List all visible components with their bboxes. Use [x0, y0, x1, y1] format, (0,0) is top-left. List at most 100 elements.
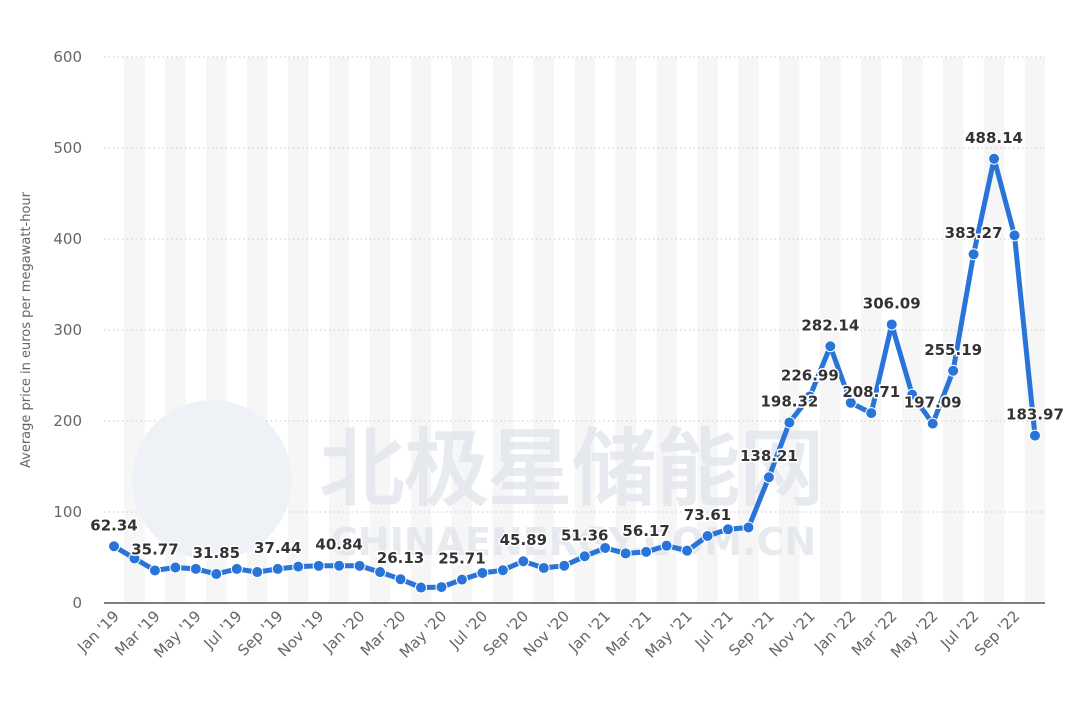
- data-point[interactable]: [210, 568, 223, 581]
- y-tick-label: 400: [53, 230, 82, 248]
- data-point[interactable]: [885, 318, 898, 331]
- data-point[interactable]: [108, 540, 120, 553]
- data-label: 62.34: [90, 516, 137, 534]
- background-band: [1024, 57, 1046, 603]
- series-line: [111, 156, 1038, 590]
- background-band: [820, 57, 841, 603]
- data-point[interactable]: [169, 561, 182, 574]
- data-label: 138.21: [740, 447, 798, 465]
- background-band: [369, 57, 391, 603]
- data-label: 183.97: [1006, 406, 1064, 424]
- data-point[interactable]: [455, 573, 468, 586]
- data-point[interactable]: [312, 559, 325, 572]
- data-point[interactable]: [374, 566, 387, 579]
- data-point[interactable]: [435, 581, 448, 594]
- y-tick-label: 100: [53, 503, 82, 521]
- data-label: 255.19: [924, 341, 982, 359]
- data-label: 488.14: [965, 129, 1023, 147]
- data-point[interactable]: [967, 248, 980, 261]
- data-point[interactable]: [947, 364, 960, 377]
- data-point[interactable]: [599, 541, 612, 554]
- data-label: 306.09: [863, 294, 921, 312]
- data-point[interactable]: [476, 566, 489, 579]
- data-point[interactable]: [803, 390, 816, 403]
- data-point[interactable]: [660, 539, 673, 552]
- data-point[interactable]: [1008, 229, 1021, 242]
- data-point[interactable]: [742, 521, 755, 534]
- data-point[interactable]: [783, 416, 796, 429]
- data-label: 40.84: [315, 536, 362, 554]
- data-point[interactable]: [640, 545, 653, 558]
- data-point[interactable]: [496, 564, 509, 577]
- data-point[interactable]: [394, 573, 407, 586]
- watermark: 北极星储能网 CHINAENERGY.COM.CN: [132, 400, 824, 564]
- data-label: 383.27: [945, 224, 1003, 242]
- background-band: [410, 57, 432, 603]
- y-tick-label: 200: [53, 412, 82, 430]
- data-point[interactable]: [988, 152, 1001, 165]
- data-point[interactable]: [762, 471, 775, 484]
- series-points: [108, 152, 1041, 594]
- background-band: [942, 57, 964, 603]
- data-label: 25.71: [438, 550, 485, 568]
- data-label: 208.71: [842, 383, 900, 401]
- data-label: 56.17: [622, 522, 669, 540]
- background-band: [574, 57, 595, 603]
- data-point[interactable]: [701, 530, 714, 543]
- y-axis-ticks: 0 100 200 300 400 500 600: [53, 48, 82, 612]
- data-point[interactable]: [333, 559, 346, 572]
- data-point[interactable]: [517, 555, 530, 568]
- data-label: 198.32: [760, 393, 818, 411]
- data-point[interactable]: [578, 550, 591, 563]
- x-tick-label: Nov '20: [520, 607, 573, 660]
- data-point[interactable]: [722, 523, 734, 536]
- data-label: 51.36: [561, 526, 608, 544]
- data-point[interactable]: [271, 562, 284, 575]
- y-tick-label: 600: [53, 48, 82, 66]
- x-tick-label: Nov '21: [765, 607, 818, 660]
- data-label: 31.85: [193, 544, 240, 562]
- y-tick-label: 500: [53, 139, 82, 157]
- background-band: [451, 57, 473, 603]
- data-point[interactable]: [619, 547, 632, 560]
- data-point[interactable]: [844, 396, 857, 409]
- data-label: 73.61: [684, 506, 731, 524]
- data-point[interactable]: [292, 560, 305, 573]
- data-point[interactable]: [128, 552, 141, 565]
- data-point[interactable]: [353, 559, 366, 572]
- data-label: 37.44: [254, 539, 301, 557]
- data-point[interactable]: [148, 564, 161, 577]
- data-point[interactable]: [558, 559, 571, 572]
- data-point[interactable]: [865, 407, 878, 420]
- y-tick-label: 0: [72, 594, 82, 612]
- data-point[interactable]: [824, 340, 837, 353]
- data-label: 282.14: [801, 316, 859, 334]
- y-axis-label: Average price in euros per megawatt-hour: [19, 191, 34, 468]
- data-point[interactable]: [906, 388, 919, 401]
- background-band: [615, 57, 636, 603]
- data-label: 35.77: [131, 540, 178, 558]
- y-tick-label: 300: [53, 321, 82, 339]
- data-labels: 62.34 35.77 31.85 37.44 40.84 26.13 25.71 45.89…: [89, 127, 1065, 569]
- background-band: [492, 57, 514, 603]
- data-point[interactable]: [1029, 429, 1041, 442]
- background-band: [533, 57, 555, 603]
- data-label: 26.13: [377, 549, 424, 567]
- data-label: 45.89: [500, 531, 547, 549]
- background-band: [861, 57, 882, 603]
- data-point[interactable]: [189, 562, 202, 575]
- data-label: 226.99: [781, 366, 839, 384]
- data-point[interactable]: [251, 566, 264, 579]
- data-point[interactable]: [681, 544, 694, 557]
- x-tick-label: Sep '22: [971, 607, 1024, 660]
- data-point[interactable]: [415, 581, 427, 594]
- watermark-text: 北极星储能网: [320, 420, 824, 518]
- data-point[interactable]: [926, 417, 939, 430]
- data-point[interactable]: [230, 562, 243, 575]
- data-label: 197.09: [904, 394, 962, 412]
- data-point[interactable]: [537, 561, 550, 574]
- background-band: [901, 57, 923, 603]
